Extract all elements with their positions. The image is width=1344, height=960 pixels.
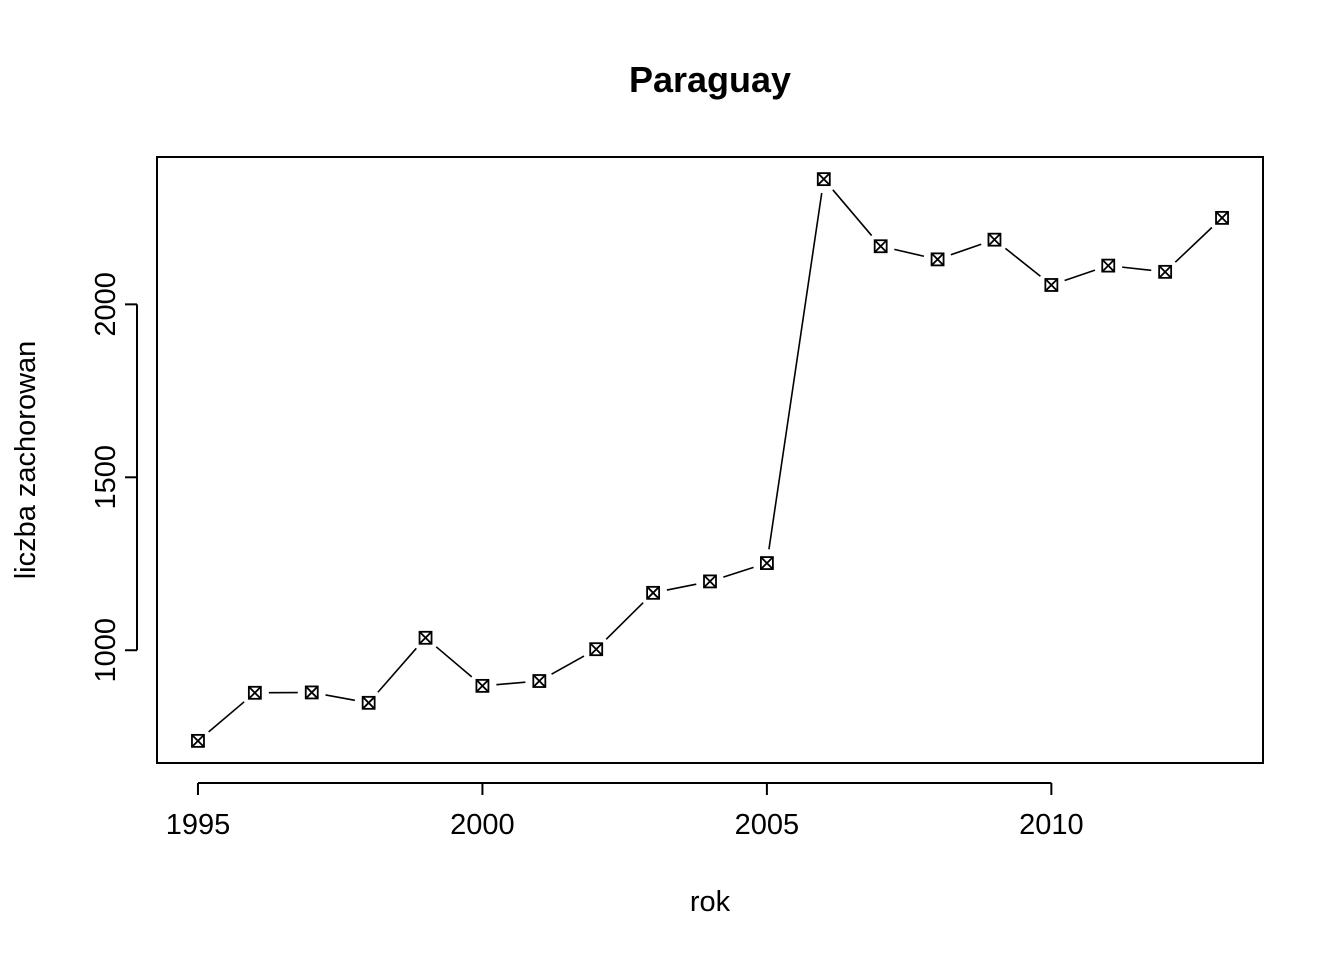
data-point <box>646 585 661 600</box>
line-segment <box>325 694 356 702</box>
data-point <box>873 239 888 254</box>
line-segment <box>377 647 417 693</box>
y-tick-label: 1500 <box>90 445 122 510</box>
series-points <box>191 172 1229 748</box>
x-tick-label: 2005 <box>735 809 800 841</box>
data-point <box>987 232 1002 247</box>
data-point <box>1215 210 1229 225</box>
y-tick-label: 2000 <box>90 272 122 337</box>
y-tick-label: 1000 <box>90 618 122 683</box>
line-segment <box>1004 247 1041 277</box>
x-tick-label: 2010 <box>1019 809 1084 841</box>
data-point <box>1044 278 1059 292</box>
data-point <box>703 574 717 589</box>
data-point <box>247 685 262 700</box>
data-point <box>532 674 547 688</box>
line-segment <box>435 646 473 678</box>
x-tick-label: 2000 <box>450 809 515 841</box>
plot-frame <box>156 156 1264 764</box>
line-segment <box>551 655 585 675</box>
x-tick-label: 1995 <box>166 809 231 841</box>
line-segment <box>768 192 823 550</box>
data-point <box>1158 264 1173 279</box>
line-segment <box>496 681 526 686</box>
data-point <box>589 642 604 657</box>
line-segment <box>208 701 245 733</box>
y-axis: 1000 1500 2000 <box>90 272 138 683</box>
line-segment <box>723 566 754 578</box>
line-segment <box>1174 226 1213 263</box>
data-point <box>816 172 831 187</box>
chart-title: Paraguay <box>629 59 791 100</box>
line-segment <box>894 248 925 258</box>
data-point <box>759 556 774 570</box>
data-point <box>418 630 433 645</box>
line-segment <box>1064 269 1096 282</box>
data-point <box>304 685 319 700</box>
line-segment <box>1122 266 1152 272</box>
x-axis: 1995 2000 2005 2010 <box>166 782 1084 841</box>
line-segment <box>666 583 697 591</box>
data-point <box>930 252 945 267</box>
data-point <box>191 733 205 748</box>
series-line <box>208 189 1213 733</box>
line-segment <box>832 189 873 237</box>
data-point <box>361 695 376 710</box>
y-axis-label: liczba zachorowan <box>10 341 42 580</box>
line-segment <box>605 602 644 640</box>
x-axis-label: rok <box>690 886 731 918</box>
data-point <box>475 678 490 693</box>
data-point <box>1101 258 1116 273</box>
line-segment <box>950 243 982 256</box>
